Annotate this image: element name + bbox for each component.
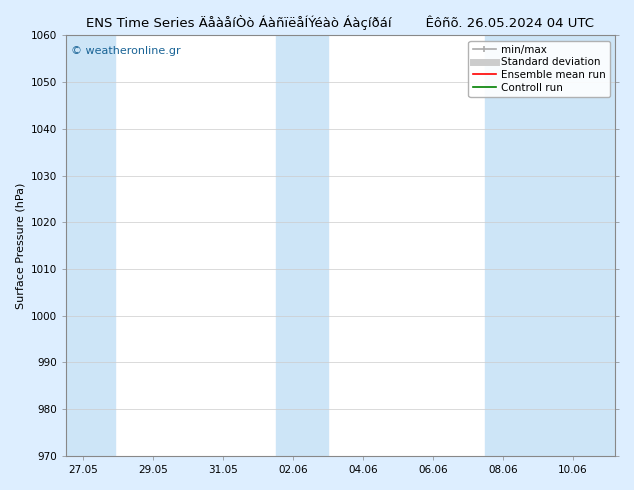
Bar	[66, 35, 115, 456]
Text: © weatheronline.gr: © weatheronline.gr	[71, 46, 181, 56]
Y-axis label: Surface Pressure (hPa): Surface Pressure (hPa)	[15, 182, 25, 309]
Bar	[486, 35, 615, 456]
Legend: min/max, Standard deviation, Ensemble mean run, Controll run: min/max, Standard deviation, Ensemble me…	[469, 41, 610, 97]
Title: ENS Time Series ÄåàåíÒò ÁàñïëåÍÝéàò Áàçíðáí        Êôñõ. 26.05.2024 04 UTC: ENS Time Series ÄåàåíÒò ÁàñïëåÍÝéàò Áàçí…	[86, 15, 594, 30]
Bar	[276, 35, 328, 456]
